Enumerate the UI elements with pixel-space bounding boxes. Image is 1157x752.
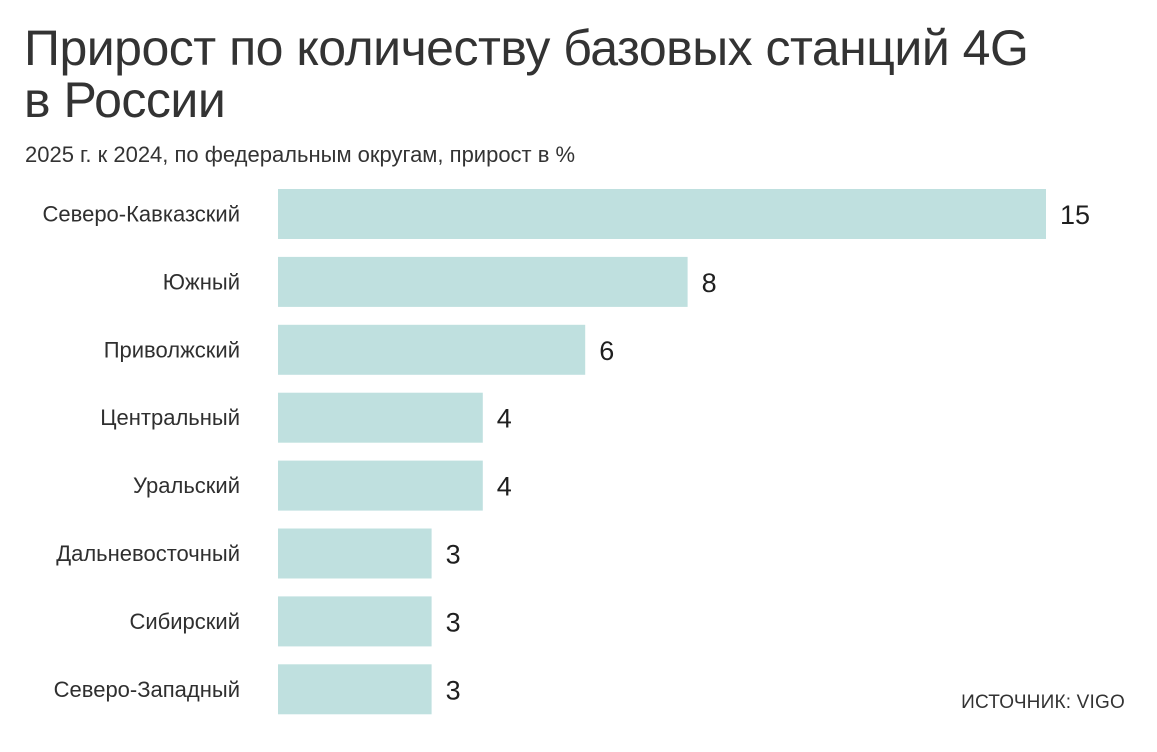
category-label: Центральный bbox=[100, 405, 240, 430]
category-label: Дальневосточный bbox=[56, 541, 240, 566]
category-label: Северо-Кавказский bbox=[43, 202, 240, 227]
data-label: 3 bbox=[446, 607, 461, 637]
data-label: 3 bbox=[446, 540, 461, 570]
bar bbox=[278, 528, 432, 579]
chart-title: Прирост по количеству базовых станций 4G… bbox=[24, 22, 1124, 126]
data-label: 15 bbox=[1060, 200, 1090, 230]
category-label: Сибирский bbox=[129, 609, 240, 634]
chart-subtitle: 2025 г. к 2024, по федеральным округам, … bbox=[25, 142, 576, 167]
category-label: Южный bbox=[163, 269, 240, 294]
data-label: 4 bbox=[497, 472, 512, 502]
chart-title-line2: в России bbox=[24, 72, 226, 128]
bar bbox=[278, 460, 483, 511]
bar bbox=[278, 664, 432, 715]
data-label: 6 bbox=[599, 336, 614, 366]
bar bbox=[278, 189, 1046, 239]
bar bbox=[278, 596, 432, 647]
bar bbox=[278, 256, 688, 307]
category-label: Уральский bbox=[133, 473, 240, 498]
bar bbox=[278, 392, 483, 443]
data-label: 8 bbox=[702, 268, 717, 298]
bar bbox=[278, 324, 586, 375]
source-note: ИСТОЧНИК: VIGO bbox=[961, 692, 1125, 713]
data-label: 4 bbox=[497, 404, 512, 434]
category-label: Приволжский bbox=[104, 337, 240, 362]
chart-title-line1: Прирост по количеству базовых станций 4G bbox=[24, 20, 1029, 76]
category-label: Северо-Западный bbox=[54, 677, 240, 702]
data-label: 3 bbox=[446, 675, 461, 705]
